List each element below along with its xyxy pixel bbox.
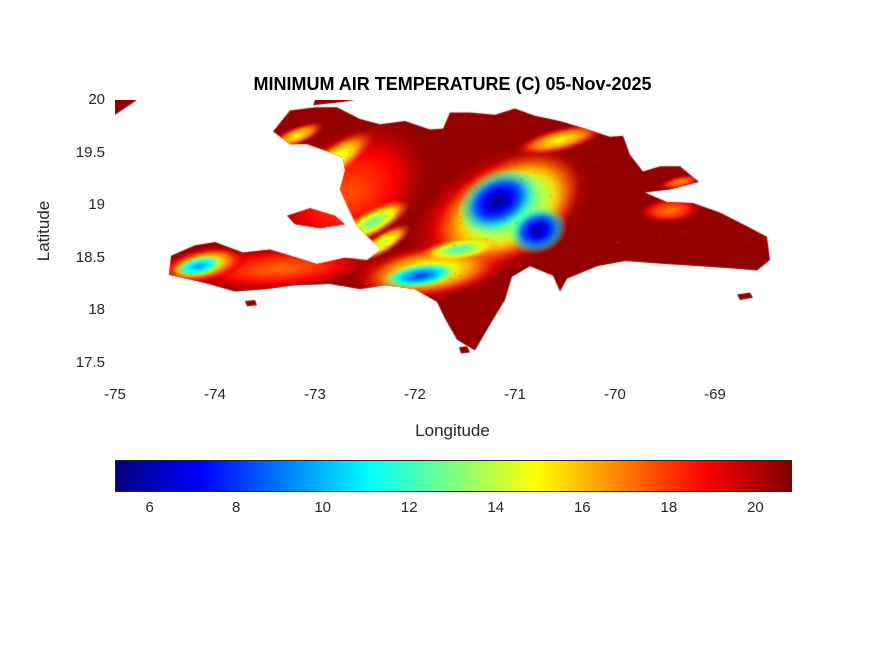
x-tick-label: -69	[704, 386, 726, 403]
x-tick-label: -73	[304, 386, 326, 403]
map-canvas	[115, 100, 790, 363]
y-tick-label: 17.5	[75, 354, 105, 371]
colorbar-tick-label: 20	[747, 499, 764, 516]
chart-title: MINIMUM AIR TEMPERATURE (C) 05-Nov-2025	[253, 74, 652, 94]
colorbar-tick-label: 10	[314, 499, 332, 516]
y-tick-label: 20	[88, 91, 105, 108]
x-tick-label: -74	[204, 386, 226, 403]
y-tick-label: 18	[88, 301, 105, 319]
colorbar-tick-label: 18	[660, 499, 678, 516]
x-axis-label: Longitude	[415, 421, 490, 440]
x-tick-label: -75	[104, 386, 126, 403]
x-tick-label: -72	[404, 386, 426, 403]
colorbar-tick-label: 6	[145, 499, 154, 516]
y-tick-label: 18.5	[75, 248, 105, 266]
colorbar-tick-label: 8	[231, 499, 241, 516]
x-tick-label: -70	[604, 386, 626, 403]
y-tick-label: 19.5	[75, 143, 105, 161]
colorbar-canvas	[115, 460, 792, 492]
y-tick-label: 19	[88, 196, 105, 214]
x-tick-label: -71	[504, 386, 526, 403]
colorbar-tick-label: 16	[573, 499, 591, 516]
colorbar-tick-label: 12	[400, 499, 418, 516]
colorbar-tick-label: 14	[487, 499, 505, 516]
